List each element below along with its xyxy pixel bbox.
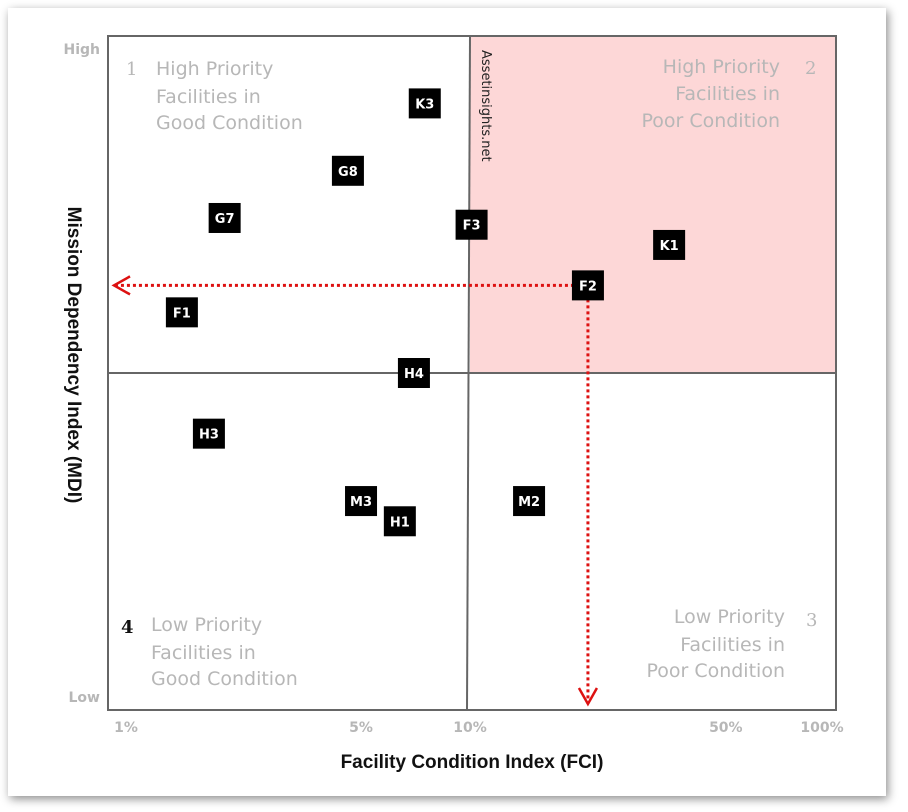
data-point-label: K3: [415, 97, 434, 112]
quadrant-1-line-1: High Priority: [156, 58, 273, 80]
data-point-label: F1: [173, 306, 191, 321]
quadrant-3-line-2: Facilities in: [680, 634, 785, 656]
quadrant-3-line-3: Poor Condition: [646, 660, 785, 682]
data-point-g7: G7: [208, 202, 241, 233]
data-point-h3: H3: [192, 418, 225, 449]
x-axis-title: Facility Condition Index (FCI): [341, 752, 604, 773]
data-point-m2: M2: [513, 486, 546, 517]
x-tick-label: 50%: [709, 720, 743, 736]
data-point-label: G8: [338, 165, 358, 180]
high-priority-poor-condition-quadrant: [470, 36, 836, 373]
data-point-f2: F2: [571, 270, 604, 301]
data-point-g8: G8: [331, 155, 364, 186]
quadrant-3-label: Low Priority Facilities in Poor Conditio…: [646, 606, 817, 682]
quadrant-4-line-1: Low Priority: [151, 614, 262, 636]
quadrant-1-number: 1: [126, 59, 137, 80]
quadrant-3-number: 3: [806, 610, 817, 631]
data-point-marker: [192, 418, 225, 449]
data-point-k1: K1: [653, 229, 686, 260]
data-point-marker: [455, 209, 488, 240]
quadrant-2-number: 2: [805, 58, 816, 79]
data-point-label: M3: [350, 495, 372, 510]
quadrant-1-line-3: Good Condition: [156, 112, 303, 134]
data-point-marker: [165, 297, 198, 328]
data-point-k3: K3: [408, 88, 441, 119]
data-point-marker: [513, 486, 546, 517]
data-point-marker: [653, 229, 686, 260]
fci-arrow-head: [577, 687, 599, 707]
quadrant-2-line-3: Poor Condition: [641, 110, 780, 132]
y-axis-ticks: High Low: [63, 42, 100, 706]
data-point-label: H3: [199, 428, 219, 443]
quadrant-1-label: 1 High Priority Facilities in Good Condi…: [126, 58, 303, 134]
quadrant-4-line-2: Facilities in: [151, 642, 256, 664]
data-point-label: M2: [518, 495, 540, 510]
quadrant-4-line-3: Good Condition: [151, 668, 298, 690]
mdi-arrow-head: [111, 275, 131, 296]
watermark-text: Assetinsights.net: [478, 50, 493, 162]
data-point-marker: [208, 202, 241, 233]
data-point-label: H1: [390, 515, 410, 530]
data-point-label: K1: [660, 239, 679, 254]
quadrant-2-line-2: Facilities in: [675, 83, 780, 105]
quadrant-4-number: 4: [121, 617, 134, 638]
x-tick-label: 100%: [800, 720, 843, 736]
y-tick-label: High: [63, 42, 100, 58]
y-axis-title: Mission Dependency Index (MDI): [63, 207, 84, 504]
quadrant-1-line-2: Facilities in: [156, 86, 261, 108]
x-tick-label: 10%: [453, 720, 487, 736]
data-point-marker: [397, 358, 430, 388]
data-point-marker: [383, 506, 416, 537]
quadrant-2-label: High Priority Facilities in Poor Conditi…: [641, 56, 816, 132]
x-axis-ticks: 1% 5% 10% 50% 100%: [114, 720, 844, 736]
data-point-h4: H4: [397, 358, 430, 388]
data-point-label: H4: [404, 367, 424, 382]
quadrant-4-label: 4 Low Priority Facilities in Good Condit…: [121, 614, 298, 690]
data-points: K3 G8 G7 F3 K1 F2 F1 H4 H3 M2 M3 H1: [165, 88, 686, 537]
data-point-marker: [571, 270, 604, 301]
data-point-label: F3: [463, 219, 481, 234]
x-tick-label: 1%: [114, 720, 138, 736]
x-tick-label: 5%: [349, 720, 373, 736]
data-point-f3: F3: [455, 209, 488, 240]
quadrant-2-line-1: High Priority: [663, 56, 780, 78]
data-point-marker: [408, 88, 441, 119]
data-point-m3: M3: [345, 486, 378, 517]
quadrant-3-line-1: Low Priority: [674, 606, 785, 628]
data-point-marker: [345, 486, 378, 517]
data-point-h1: H1: [383, 506, 416, 537]
data-point-label: F2: [579, 279, 597, 294]
y-tick-label: Low: [69, 690, 101, 706]
highlight-arrows: [111, 275, 599, 707]
data-point-marker: [331, 155, 364, 186]
data-point-f1: F1: [165, 297, 198, 328]
data-point-label: G7: [215, 212, 235, 227]
